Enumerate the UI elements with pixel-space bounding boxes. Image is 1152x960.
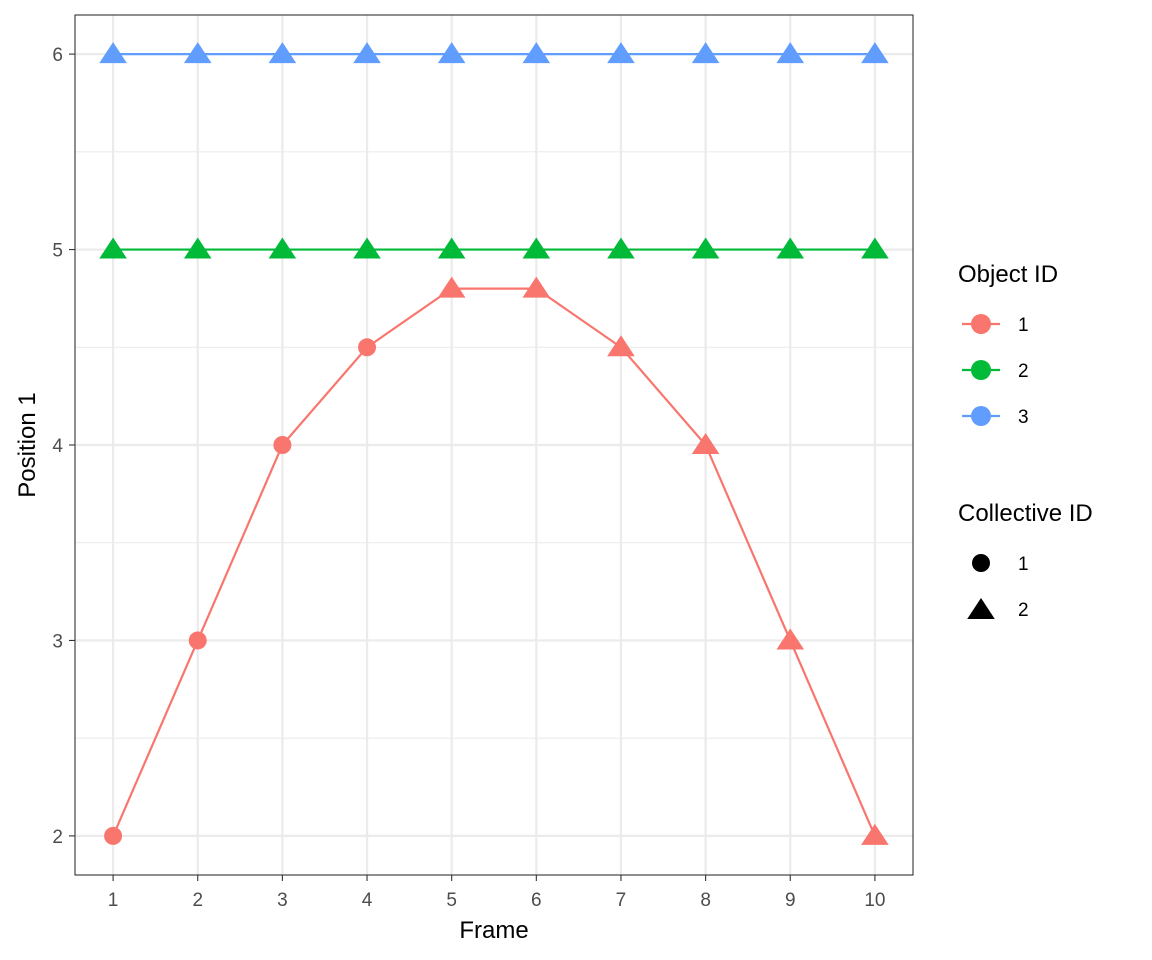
data-point-circle — [273, 436, 292, 454]
data-point-triangle — [522, 237, 551, 259]
x-tick-label: 7 — [616, 890, 627, 911]
data-point-triangle — [353, 42, 381, 64]
grid-lines — [75, 15, 913, 875]
data-point-triangle — [776, 237, 805, 259]
data-point-triangle — [691, 42, 720, 64]
data-point-triangle — [437, 276, 466, 298]
legend-item-label: 2 — [1018, 361, 1029, 382]
data-point-circle — [104, 826, 123, 845]
data-point-triangle — [437, 237, 466, 259]
data-point-circle — [188, 631, 207, 650]
x-tick-label: 2 — [192, 890, 203, 911]
legend-item-label: 1 — [1018, 554, 1029, 575]
y-tick-label: 3 — [52, 631, 63, 652]
x-tick-label: 3 — [277, 890, 288, 911]
legend-collective-id: Collective ID 1 2 — [958, 500, 1093, 621]
y-tick-label: 4 — [52, 436, 63, 457]
data-point-triangle — [607, 335, 635, 357]
x-tick-label: 8 — [700, 890, 711, 911]
legend-key-circle — [972, 554, 990, 572]
series-lines — [112, 52, 876, 837]
data-point-triangle — [861, 823, 889, 845]
x-tick-label: 9 — [785, 890, 796, 911]
legend-object-id: Object ID 1 2 3 — [958, 261, 1058, 428]
legend-key-triangle — [967, 598, 995, 619]
x-tick-label: 10 — [864, 890, 885, 911]
data-point-triangle — [353, 237, 381, 259]
x-tick-label: 5 — [446, 890, 457, 911]
legend-key-point — [971, 314, 991, 334]
legend-item-label: 1 — [1018, 315, 1029, 336]
data-point-triangle — [691, 433, 720, 454]
data-point-triangle — [99, 237, 127, 259]
legend-key-point — [971, 360, 991, 380]
data-point-circle — [358, 338, 377, 357]
y-tick-label: 2 — [52, 827, 63, 848]
data-point-triangle — [861, 237, 889, 259]
x-tick-label: 6 — [531, 890, 542, 911]
legend-object-id-title: Object ID — [958, 261, 1058, 288]
data-point-triangle — [522, 276, 551, 298]
data-point-triangle — [776, 42, 805, 64]
x-axis-title: Frame — [459, 917, 528, 944]
y-axis-title: Position 1 — [14, 392, 41, 497]
data-point-triangle — [437, 42, 466, 64]
data-point-triangle — [99, 42, 127, 64]
x-tick-label: 1 — [108, 890, 119, 911]
data-point-triangle — [522, 42, 551, 64]
legend-key-point — [971, 406, 991, 426]
x-tick-label: 4 — [362, 890, 373, 911]
data-points — [99, 42, 889, 845]
series-line-1 — [112, 287, 876, 837]
data-point-triangle — [691, 237, 720, 259]
data-point-triangle — [861, 42, 889, 64]
legend-item-label: 2 — [1018, 600, 1029, 621]
data-point-triangle — [607, 237, 635, 259]
data-point-triangle — [268, 237, 297, 259]
axes: 2 3 4 5 6 1 2 3 4 5 6 7 8 9 10 — [52, 45, 885, 911]
data-point-triangle — [607, 42, 635, 64]
data-point-triangle — [776, 628, 805, 650]
y-tick-label: 6 — [52, 45, 63, 66]
data-point-triangle — [183, 42, 212, 64]
y-tick-label: 5 — [52, 241, 63, 262]
data-point-triangle — [183, 237, 212, 259]
legend-collective-id-title: Collective ID — [958, 500, 1093, 527]
data-point-triangle — [268, 42, 297, 64]
legend-item-label: 3 — [1018, 407, 1029, 428]
